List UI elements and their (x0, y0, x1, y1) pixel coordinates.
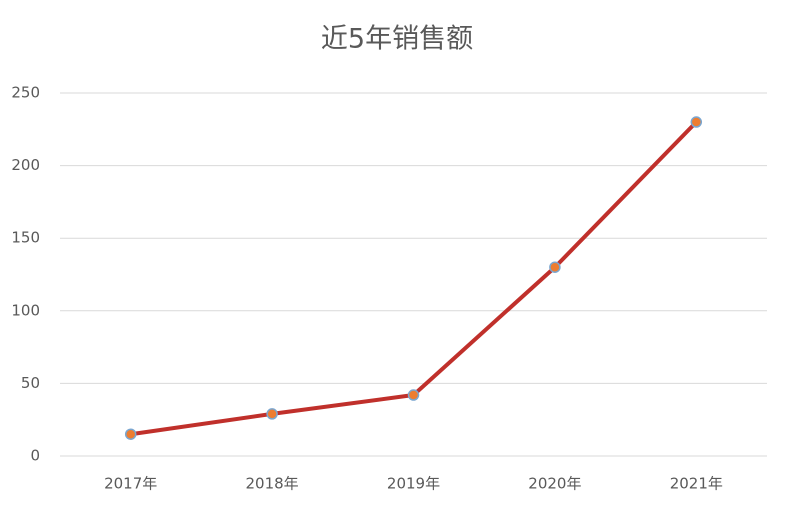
y-tick-label: 0 (30, 447, 40, 465)
x-tick-label: 2020年 (528, 475, 581, 493)
x-tick-label: 2018年 (246, 475, 299, 493)
data-point (549, 261, 561, 273)
x-tick-label: 2017年 (104, 475, 157, 493)
data-point (124, 428, 137, 440)
y-tick-label: 250 (11, 84, 40, 102)
x-tick-label: 2021年 (670, 475, 723, 493)
x-tick-label: 2019年 (387, 475, 440, 493)
y-tick-label: 200 (11, 156, 40, 174)
data-point (690, 116, 703, 128)
y-tick-label: 150 (11, 229, 40, 247)
y-tick-label: 50 (21, 374, 40, 392)
chart-title: 近5年销售额 (321, 24, 473, 55)
data-line (130, 120, 698, 437)
data-point (266, 408, 278, 420)
y-tick-label: 100 (11, 301, 40, 319)
data-point (407, 389, 420, 401)
